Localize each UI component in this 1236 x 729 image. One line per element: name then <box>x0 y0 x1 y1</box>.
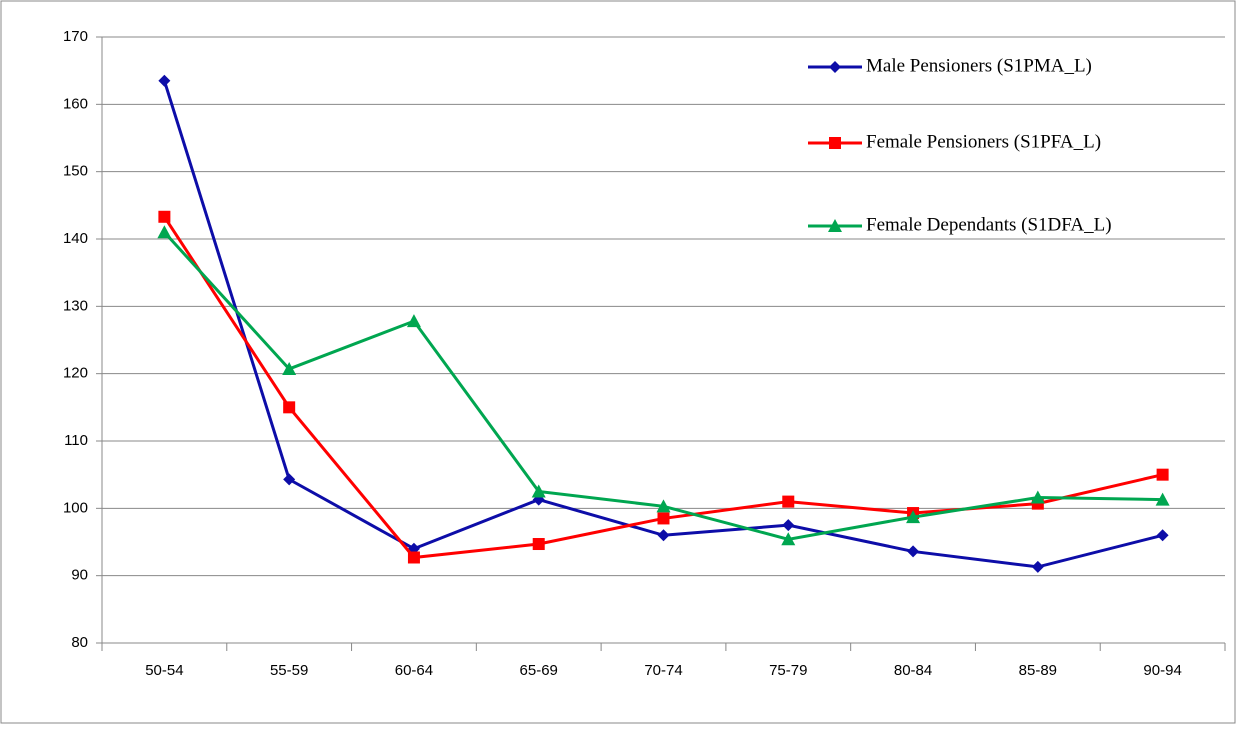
data-point <box>781 532 796 546</box>
y-tick-label: 90 <box>71 567 88 584</box>
y-tick-label: 100 <box>63 499 88 516</box>
data-point <box>1155 492 1170 506</box>
x-tick-label: 85-89 <box>1019 662 1057 679</box>
data-point <box>782 495 795 508</box>
x-tick-label: 75-79 <box>769 662 807 679</box>
data-point <box>407 551 420 564</box>
x-tick-label: 50-54 <box>145 662 183 679</box>
x-tick-label: 90-94 <box>1143 662 1181 679</box>
data-point <box>1030 490 1045 504</box>
x-tick-label: 70-74 <box>644 662 682 679</box>
y-tick-label: 130 <box>63 297 88 314</box>
y-tick-label: 170 <box>63 28 88 45</box>
data-point <box>1031 560 1044 573</box>
y-tick-label: 120 <box>63 365 88 382</box>
data-point <box>1156 529 1169 542</box>
legend-marker <box>829 61 841 73</box>
data-point <box>157 225 172 239</box>
data-point <box>657 512 670 525</box>
data-point <box>158 210 171 223</box>
data-point <box>531 484 546 498</box>
data-point <box>282 361 297 375</box>
legend-label: Female Dependants (S1DFA_L) <box>866 214 1112 235</box>
data-point <box>283 401 296 414</box>
y-tick-label: 150 <box>63 163 88 180</box>
y-tick-label: 140 <box>63 230 88 247</box>
legend-marker <box>828 219 842 232</box>
data-point <box>158 74 171 87</box>
legend-marker <box>829 137 841 149</box>
y-tick-label: 80 <box>71 634 88 651</box>
data-point <box>532 538 545 551</box>
x-tick-label: 60-64 <box>395 662 433 679</box>
x-tick-label: 65-69 <box>520 662 558 679</box>
data-point <box>907 545 920 558</box>
data-point <box>283 473 296 486</box>
legend-label: Female Pensioners (S1PFA_L) <box>866 131 1101 152</box>
y-tick-label: 110 <box>64 432 88 449</box>
data-point <box>657 529 670 542</box>
data-point <box>656 499 671 513</box>
data-point <box>406 314 421 328</box>
data-point <box>782 519 795 532</box>
data-point <box>906 510 921 524</box>
x-tick-label: 55-59 <box>270 662 308 679</box>
x-tick-label: 80-84 <box>894 662 932 679</box>
y-tick-label: 160 <box>63 95 88 112</box>
legend-label: Male Pensioners (S1PMA_L) <box>866 55 1092 76</box>
data-point <box>1156 468 1169 481</box>
